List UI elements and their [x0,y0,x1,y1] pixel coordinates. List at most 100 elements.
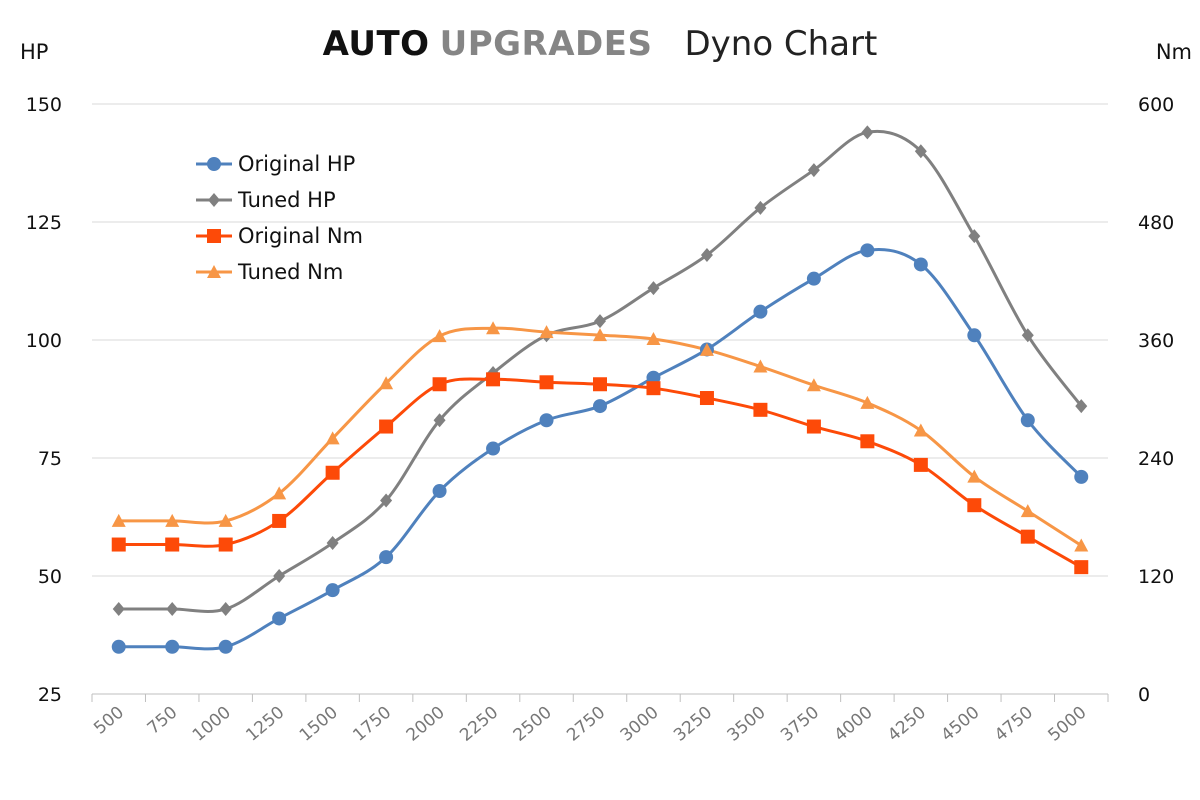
legend-label: Original HP [238,152,356,176]
tuned-nm-point [379,376,394,390]
legend-swatch [196,157,232,171]
y-right-tick-label: 360 [1138,330,1174,352]
legend-marker [207,229,221,243]
original-nm-point [967,498,982,513]
y-left-tick-label: 100 [26,330,62,352]
original-nm-point [165,537,180,552]
tuned-nm-point [699,342,714,356]
original-nm-point [379,419,394,434]
original-nm-point [699,391,714,406]
legend-marker [207,265,221,278]
tuned-hp-point [700,248,713,263]
x-tick-label: 1500 [296,703,342,746]
tuned-hp-point [647,281,660,296]
tuned-nm-point [539,325,554,339]
original-nm-point [593,377,607,392]
original-hp-point [593,399,607,414]
legend-label: Tuned Nm [238,260,344,284]
x-tick-label: 2500 [510,703,556,746]
tuned-nm-line [118,326,1083,547]
original-hp-point [272,611,287,626]
x-tick-label: 5000 [1044,703,1090,746]
x-tick-label: 4500 [938,703,984,746]
y-right-unit-label: Nm [1155,40,1192,64]
y-left-tick-label: 50 [38,566,62,588]
tuned-nm-point [486,321,501,335]
legend-swatch [196,229,232,243]
tuned-hp-point [166,602,179,617]
chart-title: AUTO UPGRADES Dyno Chart [0,24,1200,64]
original-hp-point [218,639,233,654]
original-hp-point [379,550,394,565]
tuned-hp-point [380,493,393,508]
x-tick-label: 1250 [242,703,288,746]
original-nm-point [272,513,287,528]
original-nm-point [806,419,821,434]
x-tick-label: 4750 [991,703,1037,746]
original-hp-point [486,441,501,456]
tuned-nm-point [967,469,982,483]
brand-upgrades: UPGRADES [439,24,653,64]
legend-item-tuned-hp: Tuned HP [196,182,363,218]
original-hp-point [860,243,875,258]
original-hp-point [1020,413,1035,428]
y-right-tick-label: 600 [1138,94,1174,116]
y-left-tick-label: 25 [38,684,62,706]
legend-item-tuned-nm: Tuned Nm [196,254,363,290]
original-nm-point [111,537,126,552]
x-tick-label: 3250 [670,703,716,746]
y-right-tick-label: 480 [1138,212,1174,234]
tuned-nm-point [593,328,607,342]
tuned-hp-line [118,130,1083,613]
tuned-hp-point [1075,399,1088,414]
original-hp-point [806,271,821,286]
original-nm-point [913,457,928,472]
x-tick-label: 3750 [777,703,823,746]
tuned-nm-point [806,378,821,392]
tuned-hp-point [1021,328,1034,343]
x-tick-label: 1000 [189,703,235,746]
original-hp-point [967,328,982,343]
x-tick-label: 2250 [456,703,502,746]
x-tick-label: 1750 [349,703,395,746]
original-hp-point [539,413,554,428]
original-hp-line [118,248,1083,651]
tuned-nm-point [111,513,126,527]
original-hp-point [432,484,447,499]
tuned-nm-point [218,513,233,527]
x-tick-label: 4000 [831,703,877,746]
tuned-hp-point [754,200,767,215]
original-nm-point [218,537,233,552]
tuned-hp-point [914,144,927,159]
x-tick-label: 500 [90,703,128,739]
tuned-hp-point [273,569,286,583]
tuned-hp-point [326,535,339,550]
chart-legend: Original HP Tuned HP Original Nm Tuned Nm [196,146,363,290]
x-tick-label: 750 [144,703,182,739]
y-left-tick-label: 125 [26,212,62,234]
tuned-hp-point [219,602,232,617]
original-nm-point [860,434,875,449]
legend-item-original-hp: Original HP [196,146,363,182]
tuned-hp-point [433,413,446,428]
legend-marker [207,157,221,171]
original-nm-point [432,377,447,392]
original-nm-point [486,372,501,387]
brand-auto: AUTO [322,24,430,64]
x-tick-label: 3000 [617,703,663,746]
x-tick-label: 2000 [403,703,449,746]
tuned-nm-point [432,329,447,343]
tuned-nm-point [753,359,768,373]
y-left-unit-label: HP [20,40,49,64]
y-left-tick-label: 150 [26,94,62,116]
tuned-nm-point [860,395,875,409]
x-tick-label: 3500 [724,703,770,746]
original-hp-point [111,639,126,654]
tuned-nm-point [165,513,180,527]
legend-label: Tuned HP [238,188,336,212]
legend-label: Original Nm [238,224,364,248]
original-hp-point [165,639,180,654]
tuned-nm-point [272,486,287,500]
tuned-nm-point [646,332,661,346]
